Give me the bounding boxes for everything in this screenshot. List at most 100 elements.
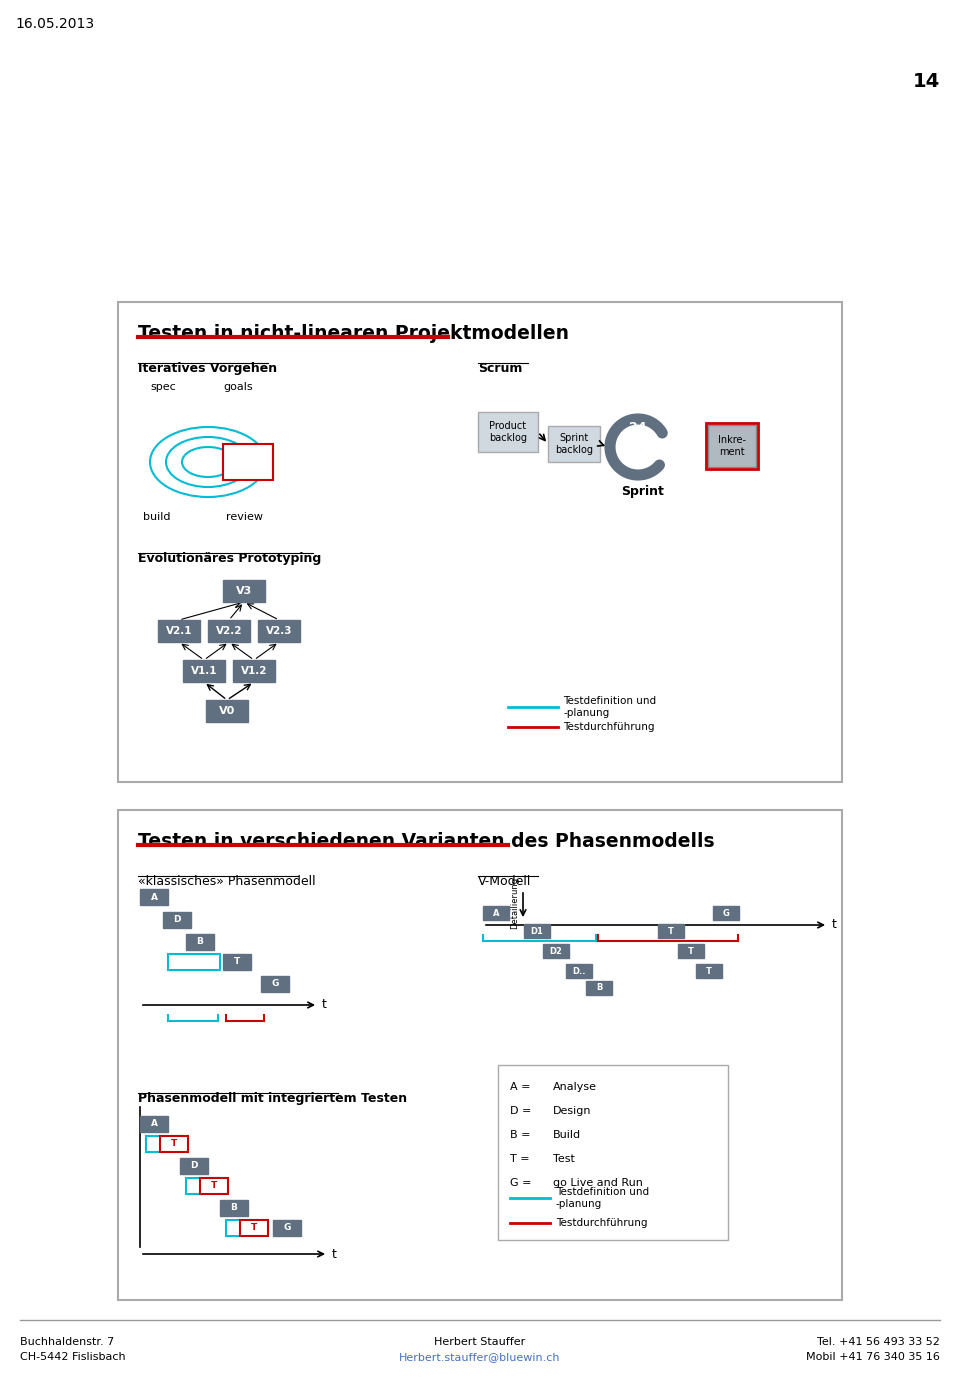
Text: B =: B = [510, 1130, 531, 1140]
Text: T: T [211, 1182, 217, 1190]
Text: V1.2: V1.2 [241, 665, 267, 677]
Bar [208, 619, 250, 642]
Text: Buchhaldenstr. 7: Buchhaldenstr. 7 [20, 1336, 114, 1347]
Text: Testdefinition und
-planung: Testdefinition und -planung [563, 696, 656, 718]
Text: A: A [151, 1119, 157, 1129]
Text: Tel. +41 56 493 33 52: Tel. +41 56 493 33 52 [817, 1336, 940, 1347]
Text: T: T [234, 958, 240, 966]
Bar [186, 934, 214, 949]
Text: T: T [688, 947, 694, 955]
Text: V1.1: V1.1 [191, 665, 217, 677]
Text: Mobil +41 76 340 35 16: Mobil +41 76 340 35 16 [806, 1352, 940, 1361]
Text: T =: T = [510, 1154, 530, 1164]
Text: t: t [832, 919, 837, 931]
Bar [658, 924, 684, 938]
Bar [160, 1136, 188, 1153]
Text: Testdurchführung: Testdurchführung [563, 722, 655, 732]
Bar [233, 660, 275, 682]
Bar [566, 965, 592, 979]
Bar [118, 810, 842, 1300]
Text: Testen in nicht-linearen Projektmodellen: Testen in nicht-linearen Projektmodellen [138, 324, 569, 342]
Text: G: G [283, 1224, 291, 1232]
Bar [206, 700, 248, 722]
Bar [226, 1219, 264, 1236]
Bar [223, 444, 273, 480]
Text: T: T [706, 966, 712, 976]
Text: t: t [322, 998, 326, 1012]
Bar [524, 924, 550, 938]
Text: V-Modell: V-Modell [478, 876, 532, 888]
Text: V2.2: V2.2 [216, 626, 242, 636]
Text: D: D [173, 916, 180, 924]
Text: 24
h: 24 h [629, 420, 647, 450]
Bar [240, 1219, 268, 1236]
Text: B: B [230, 1204, 237, 1212]
Text: «klassisches» Phasenmodell: «klassisches» Phasenmodell [138, 876, 316, 888]
Bar [223, 954, 251, 970]
Bar [223, 580, 265, 601]
Text: D2: D2 [549, 947, 563, 955]
Text: Herbert.stauffer@bluewin.ch: Herbert.stauffer@bluewin.ch [399, 1352, 561, 1361]
Text: T: T [171, 1140, 178, 1148]
Bar [261, 976, 289, 992]
Bar [586, 981, 612, 995]
Text: Test: Test [553, 1154, 575, 1164]
Text: CH-5442 Fislisbach: CH-5442 Fislisbach [20, 1352, 126, 1361]
Text: Detailierung: Detailierung [511, 877, 519, 928]
Text: spec: spec [150, 381, 176, 393]
Text: Testdefinition und
-planung: Testdefinition und -planung [556, 1187, 649, 1208]
Text: T: T [251, 1224, 257, 1232]
Text: V3: V3 [236, 586, 252, 596]
Bar [708, 425, 756, 466]
Text: V2.3: V2.3 [266, 626, 292, 636]
Text: Herbert Stauffer: Herbert Stauffer [434, 1336, 526, 1347]
Text: review: review [226, 512, 263, 522]
Text: V2.1: V2.1 [166, 626, 192, 636]
Text: V0: V0 [219, 706, 235, 715]
Bar [168, 954, 220, 970]
Bar [483, 906, 509, 920]
Text: go Live and Run: go Live and Run [553, 1178, 643, 1187]
Text: Sprint
backlog: Sprint backlog [555, 433, 593, 455]
Bar [543, 944, 569, 958]
Text: A: A [151, 892, 157, 902]
Text: B: B [197, 937, 204, 947]
Bar [713, 906, 739, 920]
Text: Analyse: Analyse [553, 1082, 597, 1091]
Bar [158, 619, 200, 642]
Text: Testen in verschiedenen Varianten des Phasenmodells: Testen in verschiedenen Varianten des Ph… [138, 832, 714, 851]
Text: Design: Design [553, 1107, 591, 1116]
Bar [163, 912, 191, 928]
Text: Testdurchführung: Testdurchführung [556, 1218, 647, 1228]
Text: Evolutionäres Prototyping: Evolutionäres Prototyping [138, 553, 322, 565]
Bar [183, 660, 225, 682]
Text: G: G [272, 980, 278, 988]
Text: Inkre-
ment: Inkre- ment [718, 436, 746, 457]
Text: Build: Build [553, 1130, 581, 1140]
Text: G: G [723, 909, 730, 917]
Bar [220, 1200, 248, 1217]
Bar [140, 1116, 168, 1132]
Text: goals: goals [223, 381, 252, 393]
Bar [180, 1158, 208, 1173]
Bar [678, 944, 704, 958]
Text: Sprint: Sprint [621, 484, 664, 498]
Text: t: t [332, 1247, 337, 1261]
Text: G =: G = [510, 1178, 532, 1187]
Bar [200, 1178, 228, 1194]
Text: Product
backlog: Product backlog [489, 422, 527, 443]
Text: Phasenmodell mit integriertem Testen: Phasenmodell mit integriertem Testen [138, 1091, 407, 1105]
Bar [186, 1178, 224, 1194]
Text: Iteratives Vorgehen: Iteratives Vorgehen [138, 362, 277, 374]
Bar [258, 619, 300, 642]
Bar [478, 412, 538, 452]
Text: D..: D.. [572, 966, 586, 976]
Text: D1: D1 [531, 927, 543, 935]
Bar [118, 302, 842, 782]
Text: D =: D = [510, 1107, 532, 1116]
Text: 14: 14 [913, 72, 940, 90]
Text: T: T [668, 927, 674, 935]
Text: D: D [190, 1161, 198, 1171]
Text: build: build [143, 512, 171, 522]
Bar [548, 426, 600, 462]
